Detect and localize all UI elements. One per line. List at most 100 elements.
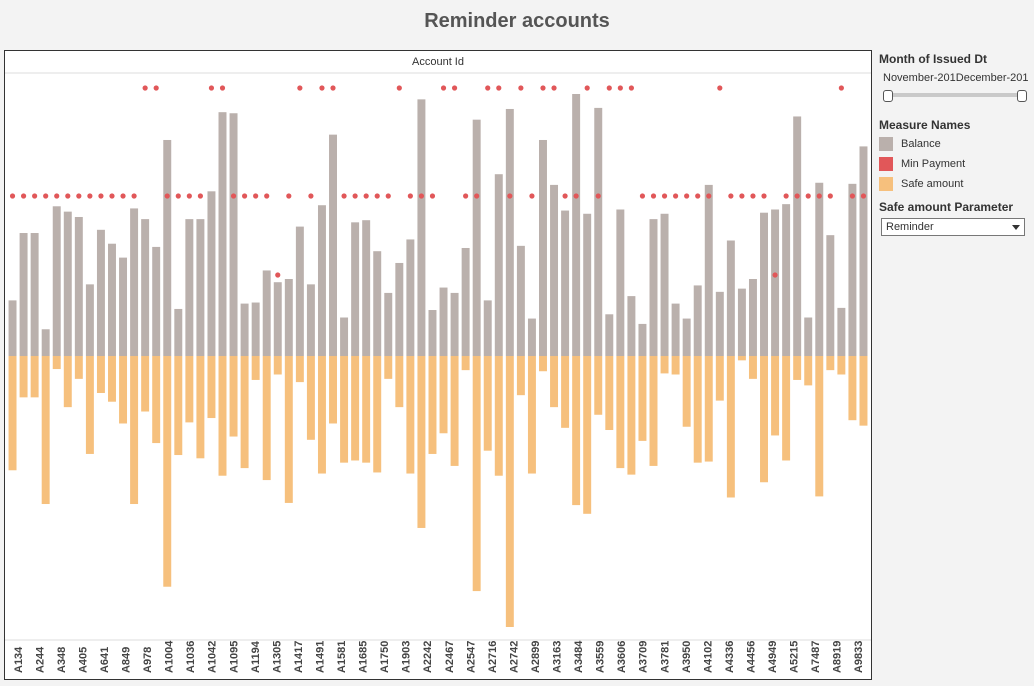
balance-bar[interactable] <box>384 292 393 356</box>
min-payment-dot[interactable] <box>794 193 800 199</box>
safe-amount-bar[interactable] <box>671 356 680 375</box>
parameter-dropdown[interactable]: Reminder <box>881 218 1025 236</box>
min-payment-dot[interactable] <box>816 193 822 199</box>
balance-bar[interactable] <box>174 308 183 356</box>
safe-amount-bar[interactable] <box>550 356 559 408</box>
balance-bar[interactable] <box>483 300 492 356</box>
min-payment-dot[interactable] <box>849 193 856 199</box>
safe-amount-bar[interactable] <box>760 356 768 483</box>
balance-bar[interactable] <box>141 219 150 356</box>
balance-bar[interactable] <box>229 113 238 356</box>
min-payment-dot[interactable] <box>496 85 502 91</box>
safe-amount-bar[interactable] <box>174 356 183 456</box>
balance-bar[interactable] <box>782 204 791 356</box>
min-payment-dot[interactable] <box>551 85 557 91</box>
balance-bar[interactable] <box>395 262 404 356</box>
safe-amount-bar[interactable] <box>737 356 746 361</box>
safe-amount-bar[interactable] <box>826 356 835 371</box>
safe-amount-bar[interactable] <box>52 356 61 370</box>
safe-amount-bar[interactable] <box>859 356 868 426</box>
balance-bar[interactable] <box>108 243 116 356</box>
min-payment-dot[interactable] <box>264 193 270 199</box>
min-payment-dot[interactable] <box>385 193 391 199</box>
min-payment-dot[interactable] <box>595 193 601 199</box>
safe-amount-bar[interactable] <box>96 356 105 393</box>
balance-bar[interactable] <box>859 146 868 356</box>
balance-bar[interactable] <box>306 284 315 356</box>
balance-bar[interactable] <box>561 210 570 356</box>
min-payment-dot[interactable] <box>341 193 347 199</box>
legend-item-balance[interactable]: Balance <box>879 136 941 152</box>
balance-bar[interactable] <box>671 303 680 356</box>
safe-amount-bar[interactable] <box>63 356 72 408</box>
min-payment-dot[interactable] <box>374 193 380 199</box>
balance-bar[interactable] <box>748 279 757 356</box>
min-payment-dot[interactable] <box>363 193 369 199</box>
safe-amount-bar[interactable] <box>329 356 337 424</box>
chevron-down-icon[interactable] <box>1012 225 1020 230</box>
safe-amount-bar[interactable] <box>85 356 94 454</box>
min-payment-dot[interactable] <box>275 272 281 278</box>
min-payment-dot[interactable] <box>562 193 568 199</box>
balance-bar[interactable] <box>373 251 382 356</box>
safe-amount-bar[interactable] <box>583 356 592 514</box>
safe-amount-bar[interactable] <box>196 356 205 459</box>
balance-bar[interactable] <box>594 107 603 357</box>
balance-bar[interactable] <box>693 285 702 356</box>
balance-bar[interactable] <box>539 139 547 356</box>
balance-bar[interactable] <box>605 314 614 356</box>
balance-bar[interactable] <box>295 226 304 356</box>
min-payment-dot[interactable] <box>197 193 203 199</box>
safe-amount-bar[interactable] <box>527 356 536 474</box>
balance-bar[interactable] <box>19 233 28 356</box>
safe-amount-bar[interactable] <box>74 356 83 379</box>
safe-amount-bar[interactable] <box>218 356 227 476</box>
balance-bar[interactable] <box>771 209 780 356</box>
min-payment-dot[interactable] <box>474 193 480 199</box>
balance-bar[interactable] <box>329 134 337 356</box>
balance-bar[interactable] <box>85 284 94 356</box>
balance-bar[interactable] <box>616 209 625 356</box>
balance-bar[interactable] <box>207 191 216 356</box>
balance-bar[interactable] <box>284 279 293 356</box>
min-payment-dot[interactable] <box>529 193 535 199</box>
balance-bar[interactable] <box>505 108 514 356</box>
min-payment-dot[interactable] <box>507 193 513 199</box>
safe-amount-bar[interactable] <box>240 356 249 469</box>
balance-bar[interactable] <box>494 174 503 356</box>
balance-bar[interactable] <box>815 182 824 356</box>
safe-amount-bar[interactable] <box>351 356 360 461</box>
min-payment-dot[interactable] <box>761 193 767 199</box>
safe-amount-bar[interactable] <box>130 356 139 505</box>
min-payment-dot[interactable] <box>120 193 126 199</box>
safe-amount-bar[interactable] <box>594 356 603 415</box>
balance-bar[interactable] <box>649 219 658 356</box>
balance-bar[interactable] <box>682 318 691 356</box>
min-payment-dot[interactable] <box>297 85 303 91</box>
balance-bar[interactable] <box>583 213 592 356</box>
safe-amount-bar[interactable] <box>362 356 371 463</box>
safe-amount-bar[interactable] <box>516 356 525 396</box>
balance-bar[interactable] <box>826 235 835 356</box>
min-payment-dot[interactable] <box>728 193 734 199</box>
min-payment-dot[interactable] <box>673 193 679 199</box>
safe-amount-bar[interactable] <box>152 356 161 444</box>
balance-bar[interactable] <box>262 270 271 356</box>
min-payment-dot[interactable] <box>98 193 104 199</box>
min-payment-dot[interactable] <box>164 193 170 199</box>
balance-bar[interactable] <box>837 307 846 356</box>
balance-bar[interactable] <box>196 219 205 356</box>
balance-bar[interactable] <box>340 317 349 357</box>
balance-bar[interactable] <box>41 329 50 356</box>
min-payment-dot[interactable] <box>617 85 623 91</box>
safe-amount-bar[interactable] <box>119 356 128 424</box>
safe-amount-bar[interactable] <box>627 356 636 475</box>
min-payment-dot[interactable] <box>750 193 756 199</box>
safe-amount-bar[interactable] <box>439 356 448 434</box>
min-payment-dot[interactable] <box>650 193 657 199</box>
safe-amount-bar[interactable] <box>649 356 658 466</box>
balance-bar[interactable] <box>627 296 636 356</box>
balance-bar[interactable] <box>218 112 227 357</box>
safe-amount-bar[interactable] <box>616 356 625 469</box>
min-payment-dot[interactable] <box>87 193 93 199</box>
